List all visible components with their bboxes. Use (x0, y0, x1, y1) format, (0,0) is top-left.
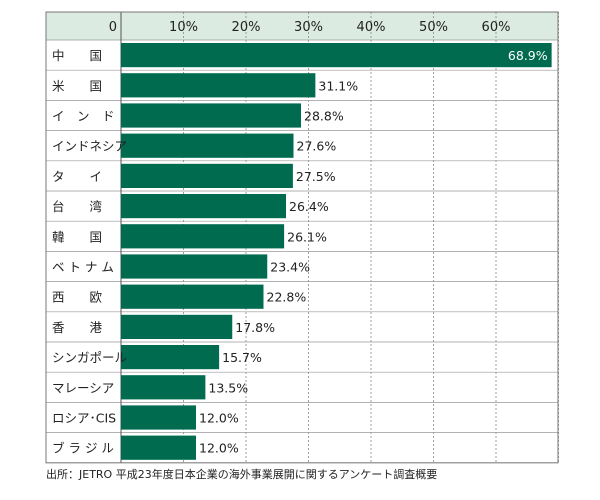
value-label: 12.0% (199, 411, 239, 426)
category-label: イ ン ド (52, 109, 115, 124)
value-label: 31.1% (318, 78, 358, 93)
bar (121, 163, 293, 188)
source-note: 出所：JETRO 平成23年度日本企業の海外事業展開に関するアンケート調査概要 (46, 468, 438, 481)
value-label: 12.0% (199, 441, 239, 456)
header-band (46, 12, 558, 40)
category-label: シンガポール (52, 350, 127, 365)
x-tick-label: 50% (419, 20, 448, 35)
x-tick-label: 10% (169, 20, 198, 35)
bar (121, 254, 268, 279)
x-tick-label: 60% (482, 20, 511, 35)
chart-frame (45, 11, 559, 464)
x-tick-label: 40% (357, 20, 386, 35)
category-label: 韓 国 (52, 229, 102, 244)
bar (121, 224, 285, 249)
bar (121, 405, 196, 430)
bar (121, 435, 196, 460)
value-label: 27.6% (297, 139, 337, 154)
value-label: 68.9% (508, 48, 548, 63)
category-label: ブ ラ ジ ル (52, 441, 114, 456)
bar (121, 43, 552, 68)
bar (121, 103, 301, 128)
value-label: 22.8% (267, 290, 307, 305)
category-label: 香 港 (52, 320, 103, 335)
category-label: ロシア･CIS (52, 411, 116, 426)
category-label: インドネシア (52, 139, 127, 154)
category-label: マレーシア (52, 380, 114, 395)
x-tick-label: 30% (294, 20, 323, 35)
value-label: 26.1% (287, 229, 327, 244)
bar (121, 194, 286, 219)
value-label: 15.7% (222, 350, 262, 365)
value-label: 27.5% (296, 169, 336, 184)
value-label: 17.8% (235, 320, 275, 335)
value-label: 26.4% (289, 199, 329, 214)
category-label: タ イ (52, 169, 102, 184)
category-label: 米 国 (52, 78, 102, 93)
value-label: 23.4% (270, 260, 310, 275)
category-label: 中 国 (52, 48, 102, 63)
bar (121, 345, 220, 370)
value-label: 28.8% (304, 109, 344, 124)
value-label: 13.5% (208, 380, 248, 395)
bar (121, 284, 264, 309)
x-tick-label: 0 (109, 20, 117, 35)
bar (121, 73, 316, 98)
category-label: 台 湾 (52, 199, 102, 214)
bar (121, 314, 233, 339)
bar (121, 375, 206, 400)
bar (121, 133, 294, 158)
category-label: 西 欧 (52, 290, 103, 305)
category-label: ベ ト ナ ム (52, 260, 114, 275)
x-tick-label: 20% (232, 20, 261, 35)
